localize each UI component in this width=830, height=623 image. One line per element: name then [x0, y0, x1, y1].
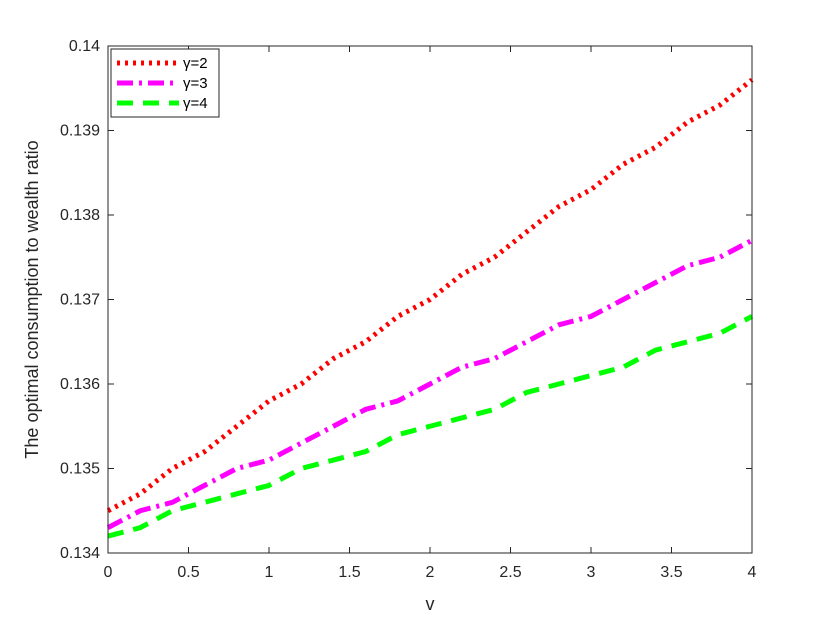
x-axis: 0 0.5 1 1.5 2 2.5 3 3.5 4: [104, 46, 757, 581]
x-tick-label: 4: [748, 564, 757, 581]
x-tick-label: 2.5: [499, 564, 521, 581]
y-tick-label: 0.14: [69, 38, 100, 55]
y-tick-label: 0.137: [60, 292, 100, 309]
x-tick-label: 0: [104, 564, 113, 581]
x-axis-label: v: [426, 594, 435, 614]
y-axis-label: The optimal consumption to wealth ratio: [22, 140, 42, 458]
x-tick-label: 2: [426, 564, 435, 581]
series-line-3: [107, 314, 754, 539]
y-tick-label: 0.138: [60, 207, 100, 224]
y-tick-label: 0.134: [60, 545, 100, 562]
x-tick-label: 0.5: [177, 564, 199, 581]
legend-label-2: γ=3: [183, 75, 208, 92]
series-line-1: [106, 77, 754, 513]
x-tick-label: 3: [587, 564, 596, 581]
legend-label-1: γ=2: [183, 55, 208, 72]
y-axis: 0.134 0.135 0.136 0.137 0.138 0.139 0.14: [60, 38, 752, 562]
series-line-2: [106, 238, 754, 530]
x-tick-label: 1.5: [338, 564, 360, 581]
x-tick-label: 1: [265, 564, 274, 581]
series-layer: [106, 77, 754, 539]
y-tick-label: 0.136: [60, 376, 100, 393]
y-tick-label: 0.139: [60, 123, 100, 140]
x-tick-label: 3.5: [660, 564, 682, 581]
y-tick-label: 0.135: [60, 461, 100, 478]
legend-label-3: γ=4: [183, 95, 208, 112]
legend: γ=2 γ=3 γ=4: [110, 48, 220, 118]
